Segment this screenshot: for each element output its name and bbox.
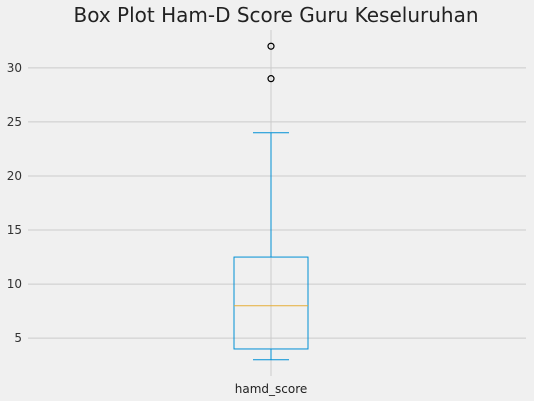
chart-title: Box Plot Ham-D Score Guru Keseluruhan [73, 3, 478, 27]
label-layer: 5 10 15 20 25 30 hamd_score [7, 61, 308, 396]
y-tick-label-10: 10 [7, 277, 22, 291]
outlier-point-1 [267, 42, 275, 50]
y-tick-label-15: 15 [7, 223, 22, 237]
y-tick-label-5: 5 [14, 331, 22, 345]
box-layer [233, 42, 309, 361]
y-tick-label-20: 20 [7, 169, 22, 183]
y-tick-label-30: 30 [7, 61, 22, 75]
x-category-label: hamd_score [235, 382, 308, 396]
y-tick-label-25: 25 [7, 115, 22, 129]
grid-layer [28, 30, 526, 376]
box-iqr [233, 256, 309, 350]
outlier-point-0 [267, 75, 275, 83]
